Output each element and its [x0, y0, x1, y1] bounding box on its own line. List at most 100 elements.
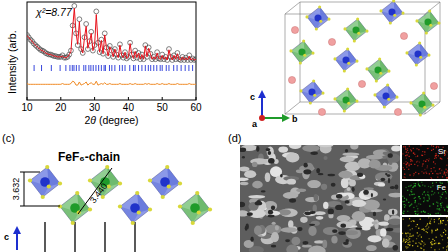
- x-tick-label: 10: [21, 102, 33, 113]
- eds-dot: [406, 163, 407, 164]
- sem-grain: [380, 228, 386, 236]
- eds-dot: [419, 243, 420, 244]
- eds-dot: [438, 243, 439, 244]
- eds-dot: [406, 236, 407, 237]
- eds-dot: [443, 220, 444, 221]
- sem-pore: [336, 194, 342, 199]
- eds-dot: [409, 156, 410, 157]
- eds-dot: [408, 202, 409, 203]
- eds-dot: [411, 189, 412, 190]
- x-label-part: (degree): [96, 114, 139, 126]
- eds-dot: [446, 177, 447, 178]
- eds-dot: [408, 152, 409, 153]
- eds-dot: [439, 243, 440, 244]
- eds-dot: [403, 163, 404, 164]
- eds-dot: [437, 173, 438, 174]
- dimension-line: [24, 172, 25, 206]
- eds-dot: [443, 247, 444, 248]
- octahedron: [289, 39, 314, 64]
- eds-dot: [415, 156, 416, 157]
- eds-dot: [427, 191, 428, 192]
- octahedron: [28, 165, 62, 199]
- eds-dot: [427, 167, 428, 168]
- sem-pore: [310, 152, 318, 155]
- eds-dot: [405, 233, 406, 234]
- fluorine-atom: [405, 51, 408, 54]
- eds-dot: [411, 179, 412, 180]
- eds-dot: [411, 160, 412, 161]
- eds-dot: [435, 155, 436, 156]
- sem-pore: [242, 156, 245, 159]
- eds-dot: [438, 223, 439, 224]
- sem-pore: [393, 245, 399, 251]
- eds-map: [402, 145, 448, 179]
- eds-dot: [429, 196, 430, 197]
- eds-dot: [408, 242, 409, 243]
- eds-dot: [438, 192, 439, 193]
- eds-dot: [447, 211, 448, 212]
- eds-dot: [422, 155, 423, 156]
- eds-dot: [429, 198, 430, 199]
- eds-dot: [430, 223, 431, 224]
- sem-grain: [372, 221, 378, 224]
- eds-dot: [405, 149, 406, 150]
- eds-dot: [433, 244, 434, 245]
- x-tick-label: 50: [157, 102, 169, 113]
- eds-dot: [412, 241, 413, 242]
- sem-grain: [240, 182, 248, 186]
- eds-dot: [442, 176, 443, 177]
- data-point: [77, 17, 82, 22]
- x-tick-label: 40: [123, 102, 135, 113]
- eds-dot: [404, 169, 405, 170]
- eds-dot: [417, 165, 418, 166]
- fluorine-atom: [422, 91, 425, 94]
- sem-grain: [252, 181, 263, 189]
- sem-grain: [281, 227, 298, 233]
- sem-grain: [387, 154, 400, 163]
- sem-pore: [392, 209, 394, 214]
- sem-grain: [304, 211, 317, 217]
- fluorine-atom: [75, 191, 79, 195]
- sem-image: [240, 145, 400, 252]
- eds-dot: [433, 161, 434, 162]
- eds-dot: [413, 207, 414, 208]
- eds-label: Fe: [437, 183, 447, 192]
- axes-indicator: cba: [250, 90, 298, 129]
- fluorine-atom: [313, 94, 316, 97]
- eds-label: Sr: [438, 147, 446, 156]
- fluorine-atom: [302, 39, 305, 42]
- eds-dot: [409, 165, 410, 166]
- fluorine-atom: [393, 14, 396, 17]
- eds-dot: [402, 233, 403, 234]
- eds-dot: [416, 238, 417, 239]
- eds-dot: [428, 227, 429, 228]
- sem-grain: [287, 179, 296, 185]
- eds-dot: [411, 150, 412, 151]
- fluorine-atom: [355, 100, 358, 103]
- sem-pore: [303, 169, 311, 174]
- fluorine-atom: [365, 30, 368, 33]
- eds-dot: [403, 239, 404, 240]
- octa-face: [375, 85, 397, 107]
- sem-grain: [296, 188, 306, 192]
- fluorine-atom: [386, 83, 389, 86]
- octahedron: [415, 9, 440, 34]
- eds-dot: [434, 243, 435, 244]
- bragg-tick: [93, 65, 94, 71]
- sem-pore: [345, 149, 348, 152]
- fluorine-atom: [47, 184, 51, 188]
- fluorine-atom: [415, 63, 418, 66]
- fluorine-atom: [333, 97, 336, 100]
- fluorine-atom: [191, 221, 195, 225]
- sem-pore: [318, 173, 324, 175]
- axis-a-dot: [259, 115, 265, 121]
- eds-dot: [440, 203, 441, 204]
- octahedron: [365, 57, 390, 82]
- figure: 1020304050602θ (degree)Intensity (arb.χ²…: [0, 0, 448, 252]
- eds-dot: [435, 155, 436, 156]
- eds-dot: [404, 251, 405, 252]
- eds-dot: [407, 211, 408, 212]
- eds-dot: [433, 204, 434, 205]
- axis-c-arrow: [16, 232, 18, 250]
- sem-grain: [316, 216, 323, 220]
